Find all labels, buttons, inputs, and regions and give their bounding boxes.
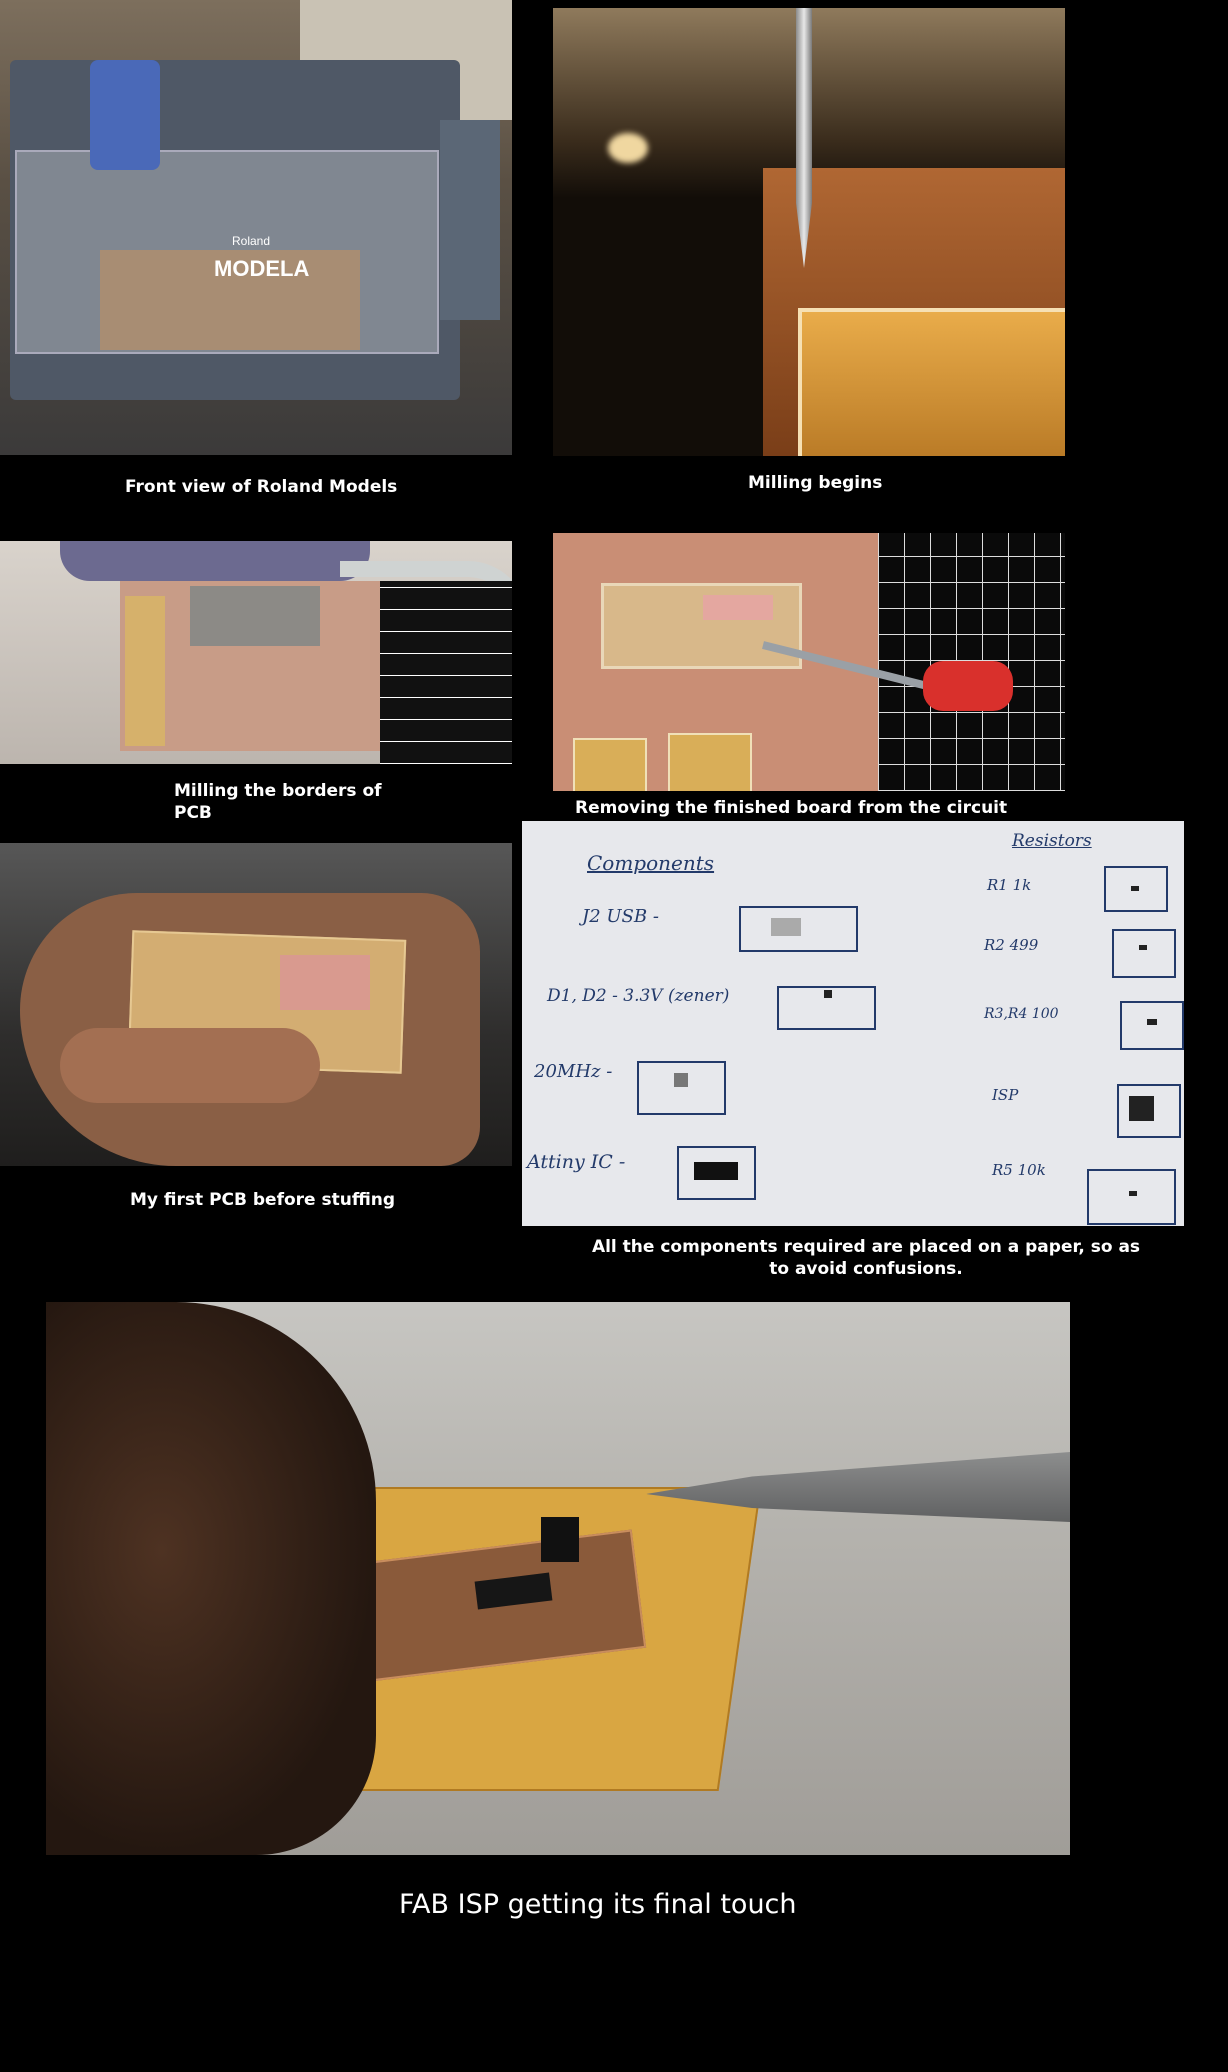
photo-first-pcb <box>0 843 512 1166</box>
blank-board-2 <box>668 733 752 791</box>
end-mill-bit <box>796 8 812 268</box>
paper-item-isp: ISP <box>992 1086 1019 1104</box>
paper-item-r5: R5 10k <box>992 1161 1046 1179</box>
caption-milling-begins: Milling begins <box>748 473 883 493</box>
work-bed <box>100 250 360 350</box>
grid-mat <box>380 581 512 764</box>
component-box-r3r4 <box>1120 1001 1184 1050</box>
blank-board-1 <box>573 738 647 791</box>
component-box-r1 <box>1104 866 1168 912</box>
paper-item-r3r4: R3,R4 100 <box>984 1006 1059 1022</box>
component-box-crystal <box>637 1061 726 1115</box>
spindle-housing <box>60 541 370 581</box>
caption-front-view: Front view of Roland Models <box>125 477 398 497</box>
paper-item-r1: R1 1k <box>987 876 1032 894</box>
roland-logo: Roland <box>232 234 271 248</box>
spindle <box>90 60 160 170</box>
thumb <box>60 1028 320 1103</box>
milled-area <box>798 308 1065 456</box>
paper-item-attiny: Attiny IC - <box>527 1151 626 1173</box>
isp-header <box>541 1517 579 1562</box>
side-panel <box>440 120 500 320</box>
paper-heading-resistors: Resistors <box>1012 831 1092 851</box>
photo-milling-begins <box>553 8 1065 456</box>
pink-traces <box>703 595 773 620</box>
hose <box>340 561 512 687</box>
clamps <box>190 586 320 646</box>
photo-removing-board <box>553 533 1065 791</box>
photo-milling-borders <box>0 541 512 764</box>
caption-final-touch: FAB ISP getting its final touch <box>399 1889 797 1920</box>
caption-removing-board: Removing the finished board from the cir… <box>575 798 1008 818</box>
component-box-attiny <box>677 1146 756 1200</box>
photo-components-paper: Components Resistors J2 USB - D1, D2 - 3… <box>522 821 1184 1226</box>
caption-milling-borders: Milling the borders of PCB <box>174 781 382 823</box>
component-box-r5 <box>1087 1169 1176 1225</box>
paper-item-diodes: D1, D2 - 3.3V (zener) <box>547 986 730 1006</box>
paper-item-r2: R2 499 <box>984 936 1039 954</box>
modela-logo: MODELA <box>214 256 310 281</box>
board-border-left <box>125 596 165 746</box>
paper-heading-components: Components <box>587 851 715 875</box>
caption-components: All the components required are placed o… <box>591 1237 1141 1279</box>
pcb-traces-pink <box>280 955 370 1010</box>
photo-final-touch <box>46 1302 1070 1855</box>
screwdriver-handle <box>923 661 1013 711</box>
caption-first-pcb: My first PCB before stuffing <box>130 1190 396 1210</box>
component-box-diodes <box>777 986 876 1030</box>
light-reflection <box>608 133 648 163</box>
paper-item-crystal: 20MHz - <box>534 1061 613 1082</box>
component-box-isp <box>1117 1084 1181 1138</box>
photo-roland-front-view: Roland MODELA <box>0 0 512 455</box>
paper-item-j2: J2 USB - <box>582 906 659 927</box>
component-box-r2 <box>1112 929 1176 978</box>
component-box-usb <box>739 906 858 952</box>
hand <box>46 1302 376 1855</box>
